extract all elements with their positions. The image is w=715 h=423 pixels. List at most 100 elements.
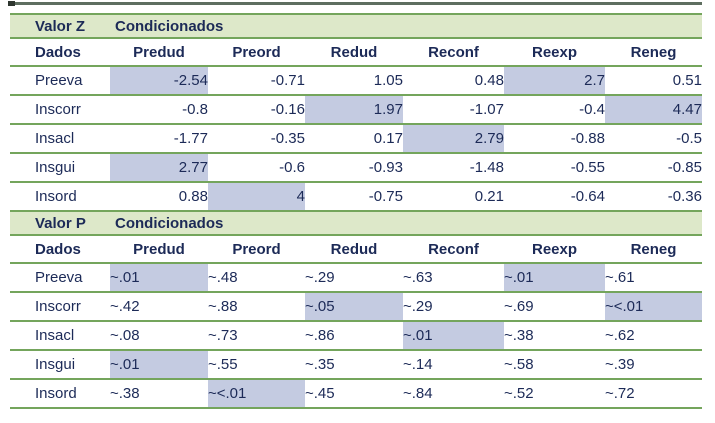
value-cell-highlighted: ~.01 [110, 350, 208, 380]
valor-z-band: Valor Z Condicionados [10, 13, 702, 39]
column-header-dados: Dados [10, 236, 110, 264]
top-border-rule [10, 2, 702, 5]
value-cell: -0.6 [208, 153, 305, 183]
value-cell: -0.85 [605, 153, 702, 183]
column-header-redud: Redud [305, 39, 403, 67]
column-header-reexp: Reexp [504, 39, 605, 67]
value-cell: ~.62 [605, 321, 702, 351]
value-cell: ~.52 [504, 379, 605, 409]
value-cell-highlighted: 4 [208, 182, 305, 210]
value-cell: ~.29 [305, 263, 403, 293]
value-cell: -1.77 [110, 124, 208, 154]
row-label: Insord [10, 379, 110, 409]
value-cell-highlighted: ~<.01 [605, 292, 702, 322]
row-label: Insacl [10, 124, 110, 154]
value-cell: ~.86 [305, 321, 403, 351]
valor-z-band-label: Valor Z [35, 17, 86, 35]
table-row-insacl: Insacl ~.08 ~.73 ~.86 ~.01 ~.38 ~.62 [10, 321, 702, 351]
value-cell: ~.35 [305, 350, 403, 380]
value-cell-highlighted: ~.01 [504, 263, 605, 293]
valor-z-band-title: Condicionados [115, 17, 224, 35]
column-header-reconf: Reconf [403, 236, 504, 264]
value-cell: ~.58 [504, 350, 605, 380]
header-row: Dados Predud Preord Redud Reconf Reexp Reneg [10, 39, 702, 67]
table-row-insord: Insord ~.38 ~<.01 ~.45 ~.84 ~.52 ~.72 [10, 379, 702, 409]
table-row-insgui: Insgui ~.01 ~.55 ~.35 ~.14 ~.58 ~.39 [10, 350, 702, 380]
valor-p-band-label: Valor P [35, 214, 86, 232]
value-cell: -0.16 [208, 95, 305, 125]
column-header-dados: Dados [10, 39, 110, 67]
column-header-preord: Preord [208, 236, 305, 264]
value-cell: 0.51 [605, 66, 702, 96]
value-cell: ~.38 [504, 321, 605, 351]
value-cell: ~.73 [208, 321, 305, 351]
value-cell: ~.63 [403, 263, 504, 293]
tables-container: Valor Z Condicionados Dados Predud Preord R… [10, 13, 702, 409]
value-cell: ~.88 [208, 292, 305, 322]
valor-p-band: Valor P Condicionados [10, 210, 702, 236]
column-header-reexp: Reexp [504, 236, 605, 264]
column-header-preord: Preord [208, 39, 305, 67]
row-label: Preeva [10, 66, 110, 96]
value-cell: -1.07 [403, 95, 504, 125]
row-label: Insord [35, 188, 77, 205]
value-cell: -0.64 [570, 188, 605, 205]
value-cell: ~.14 [403, 350, 504, 380]
row-label: Insgui [10, 350, 110, 380]
value-cell-highlighted: 4.47 [605, 95, 702, 125]
value-cell-highlighted: 1.97 [305, 95, 403, 125]
value-cell-highlighted: 2.77 [110, 153, 208, 183]
value-cell: 0.21 [474, 188, 504, 205]
valor-z-table: Dados Predud Preord Redud Reconf Reexp Reneg Pr… [10, 39, 702, 210]
header-row: Dados Predud Preord Redud Reconf Reexp Reneg [10, 236, 702, 264]
valor-p-table: Dados Predud Preord Redud Reconf Reexp Reneg Pr… [10, 236, 702, 409]
value-cell: 0.17 [305, 124, 403, 154]
table-row-preeva: Preeva -2.54 -0.71 1.05 0.48 2.7 0.51 [10, 66, 702, 96]
value-cell: ~.72 [605, 379, 702, 409]
column-header-predud: Predud [110, 39, 208, 67]
value-cell-highlighted: ~.01 [110, 263, 208, 293]
value-cell: ~.55 [208, 350, 305, 380]
table-row-insgui: Insgui 2.77 -0.6 -0.93 -1.48 -0.55 -0.85 [10, 153, 702, 183]
value-cell: -0.71 [208, 66, 305, 96]
column-header-redud: Redud [305, 236, 403, 264]
column-header-reconf: Reconf [403, 39, 504, 67]
value-cell: -0.4 [504, 95, 605, 125]
top-border-rule-cap [8, 1, 15, 6]
table-row-inscorr: Inscorr ~.42 ~.88 ~.05 ~.29 ~.69 ~<.01 [10, 292, 702, 322]
column-header-predud: Predud [110, 236, 208, 264]
table-row-inscorr: Inscorr -0.8 -0.16 1.97 -1.07 -0.4 4.47 [10, 95, 702, 125]
value-cell: ~.08 [110, 321, 208, 351]
value-cell: -0.36 [667, 188, 702, 205]
value-cell: 0.48 [403, 66, 504, 96]
value-cell: ~.29 [403, 292, 504, 322]
value-cell: ~.84 [403, 379, 504, 409]
value-cell: ~.61 [605, 263, 702, 293]
value-cell: -0.35 [208, 124, 305, 154]
column-header-reneg: Reneg [605, 236, 702, 264]
value-cell: 1.05 [305, 66, 403, 96]
value-cell: 0.88 [178, 188, 208, 205]
value-cell-highlighted: -2.54 [110, 66, 208, 96]
value-cell: -0.55 [504, 153, 605, 183]
value-cell-highlighted: 2.79 [403, 124, 504, 154]
value-cell: ~.38 [110, 379, 208, 409]
row-label: Insacl [10, 321, 110, 351]
value-cell: -1.48 [403, 153, 504, 183]
value-cell: ~.45 [305, 379, 403, 409]
value-cell: ~.42 [110, 292, 208, 322]
value-cell: ~.48 [208, 263, 305, 293]
value-cell-highlighted: 2.7 [504, 66, 605, 96]
value-cell-highlighted: ~.05 [305, 292, 403, 322]
table-row-preeva: Preeva ~.01 ~.48 ~.29 ~.63 ~.01 ~.61 [10, 263, 702, 293]
value-cell: ~.39 [605, 350, 702, 380]
value-cell-highlighted: ~<.01 [208, 379, 305, 409]
value-cell: ~.69 [504, 292, 605, 322]
row-label: Preeva [10, 263, 110, 293]
table-row-insord: Insord 0.88 4 -0.75 0.21 -0.64 -0.36 [10, 182, 702, 210]
value-cell: -0.8 [110, 95, 208, 125]
value-cell: -0.88 [504, 124, 605, 154]
row-label: Inscorr [10, 292, 110, 322]
valor-p-band-title: Condicionados [115, 214, 224, 232]
